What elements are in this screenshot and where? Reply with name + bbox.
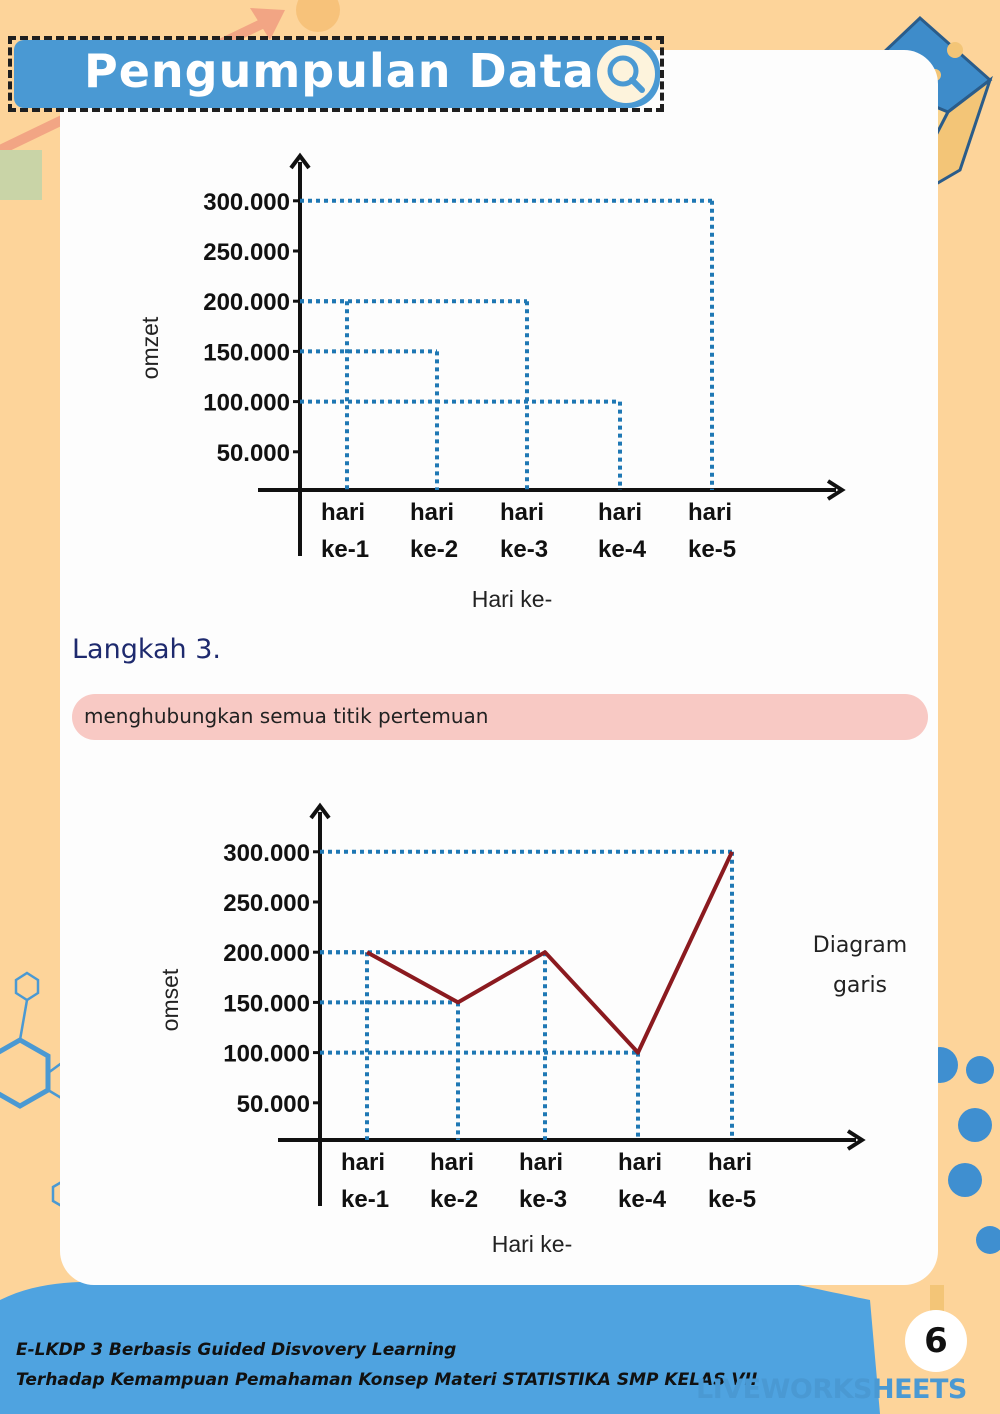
x-axis-label: Hari ke- xyxy=(492,1231,573,1257)
x-tick-label-line2: ke-1 xyxy=(321,536,369,563)
y-tick-label: 300.000 xyxy=(223,840,310,867)
x-tick-label-line1: hari xyxy=(708,1149,752,1176)
footer-line-2: Terhadap Kemampuan Pemahaman Konsep Mate… xyxy=(16,1370,758,1390)
x-tick-label-line1: hari xyxy=(688,499,732,526)
x-tick-label-line1: hari xyxy=(430,1149,474,1176)
y-tick-label: 100.000 xyxy=(223,1041,310,1068)
footer-wave xyxy=(0,1256,880,1414)
x-tick-label-line2: ke-4 xyxy=(618,1186,667,1213)
y-axis-label: omset xyxy=(157,968,183,1031)
y-tick-label: 250.000 xyxy=(203,239,290,266)
liveworksheets-logo: LIVEWORKSHEETS xyxy=(696,1374,967,1405)
page-number: 6 xyxy=(905,1310,967,1372)
x-tick-label-line1: hari xyxy=(341,1149,385,1176)
x-tick-label-line1: hari xyxy=(618,1149,662,1176)
y-tick-label: 300.000 xyxy=(203,189,290,216)
y-axis-label: omzet xyxy=(137,316,163,379)
page-title: Pengumpulan Data xyxy=(84,44,595,98)
y-tick-label: 150.000 xyxy=(203,339,290,366)
y-axis-arrow xyxy=(289,152,311,170)
x-axis-label: Hari ke- xyxy=(472,586,553,612)
search-button[interactable] xyxy=(597,45,655,103)
x-tick-label-line1: hari xyxy=(598,499,642,526)
y-tick-label: 100.000 xyxy=(203,390,290,417)
diagram-type-label: Diagram garis xyxy=(800,926,920,1006)
x-tick-label-line2: ke-3 xyxy=(500,536,548,563)
y-tick-label: 150.000 xyxy=(223,990,310,1017)
x-tick-label-line2: ke-2 xyxy=(410,536,458,563)
title-banner xyxy=(14,40,660,108)
x-tick-label-line2: ke-5 xyxy=(688,536,736,563)
step-3-instruction-box xyxy=(72,694,928,740)
x-axis-arrow xyxy=(846,1129,866,1151)
data-line xyxy=(366,850,734,1055)
y-tick-label: 200.000 xyxy=(203,289,290,316)
y-tick-label: 50.000 xyxy=(217,440,290,467)
x-tick-label-line2: ke-1 xyxy=(341,1186,389,1213)
x-tick-label-line2: ke-2 xyxy=(430,1186,478,1213)
step-3-heading: Langkah 3. xyxy=(72,634,222,665)
x-tick-label-line1: hari xyxy=(500,499,544,526)
step-3-instruction: menghubungkan semua titik pertemuan xyxy=(84,704,489,728)
x-tick-label-line1: hari xyxy=(519,1149,563,1176)
x-tick-label-line2: ke-4 xyxy=(598,536,647,563)
x-tick-label-line1: hari xyxy=(321,499,365,526)
x-axis-arrow xyxy=(826,479,846,501)
diagram-label-line1: Diagram xyxy=(812,933,908,958)
diagram-label-line2: garis xyxy=(832,973,888,998)
x-tick-label-line2: ke-3 xyxy=(519,1186,567,1213)
y-tick-label: 50.000 xyxy=(237,1091,310,1118)
x-tick-label-line1: hari xyxy=(410,499,454,526)
content-card xyxy=(60,50,938,1285)
y-tick-label: 200.000 xyxy=(223,940,310,967)
search-icon xyxy=(607,55,645,93)
footer-line-1: E-LKDP 3 Berbasis Guided Disvovery Learn… xyxy=(16,1340,457,1360)
x-tick-label-line2: ke-5 xyxy=(708,1186,756,1213)
title-border xyxy=(8,36,664,112)
y-axis-arrow xyxy=(309,802,331,820)
y-tick-label: 250.000 xyxy=(223,890,310,917)
